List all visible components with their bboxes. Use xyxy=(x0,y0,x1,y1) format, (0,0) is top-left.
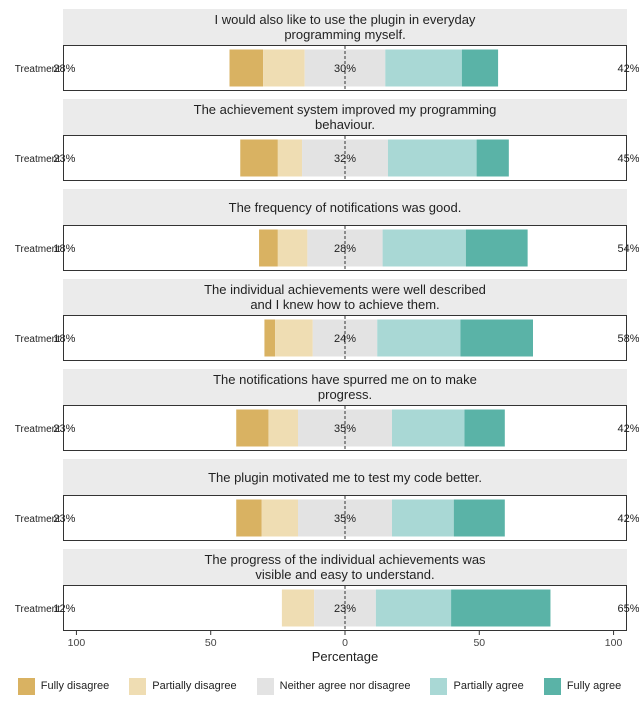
panel-strip xyxy=(63,369,627,405)
x-tick-label: 100 xyxy=(605,637,623,649)
group-label: Treatment xyxy=(15,424,60,435)
panel-strip xyxy=(63,99,627,135)
group-label: Treatment xyxy=(15,604,60,615)
panel-title: The plugin motivated me to test my code … xyxy=(208,470,482,485)
bar-segment xyxy=(240,139,278,177)
bar-segment xyxy=(236,409,269,447)
center-percent-label: 35% xyxy=(334,513,356,525)
legend-item: Neither agree nor disagree xyxy=(256,677,411,695)
bar-segment xyxy=(259,229,278,267)
center-percent-label: 28% xyxy=(334,243,356,255)
panel-title: The progress of the individual achieveme… xyxy=(204,552,486,567)
group-label: Treatment xyxy=(15,64,60,75)
center-percent-label: 30% xyxy=(334,63,356,75)
legend-swatch xyxy=(543,677,561,695)
panel-strip xyxy=(63,279,627,315)
bar-segment xyxy=(275,319,313,357)
panel-title: The achievement system improved my progr… xyxy=(194,102,497,117)
left-percent-label: 23% xyxy=(53,423,75,435)
left-percent-label: 23% xyxy=(53,513,75,525)
bar-segment xyxy=(263,49,305,87)
bar-segment xyxy=(453,499,505,537)
bar-segment xyxy=(464,409,505,447)
panel-title: The individual achievements were well de… xyxy=(204,282,486,297)
legend-swatch xyxy=(256,677,274,695)
bar-segment xyxy=(375,589,452,627)
panel-title: behaviour. xyxy=(315,117,375,132)
bar-segment xyxy=(392,499,454,537)
right-percent-label: 42% xyxy=(618,423,639,435)
x-tick-label: 100 xyxy=(68,637,86,649)
bar-segment xyxy=(277,229,308,267)
legend-label: Partially disagree xyxy=(152,680,237,692)
right-percent-label: 58% xyxy=(618,333,639,345)
bar-segment xyxy=(277,139,303,177)
left-percent-label: 23% xyxy=(53,153,75,165)
legend-swatch xyxy=(129,677,147,695)
legend-label: Fully agree xyxy=(566,680,622,692)
diverging-bar-chart: I would also like to use the plugin in e… xyxy=(15,9,639,664)
legend-swatch xyxy=(17,677,35,695)
bar-segment xyxy=(392,409,465,447)
panel-title: I would also like to use the plugin in e… xyxy=(215,12,476,27)
left-percent-label: 18% xyxy=(53,333,75,345)
group-label: Treatment xyxy=(15,514,60,525)
panel-strip xyxy=(63,189,627,225)
right-percent-label: 65% xyxy=(618,603,639,615)
panel-title: programming myself. xyxy=(284,27,405,42)
x-tick-label: 50 xyxy=(473,637,485,649)
bar-segment xyxy=(387,139,477,177)
left-percent-label: 18% xyxy=(53,243,75,255)
right-percent-label: 42% xyxy=(618,63,639,75)
panel-strip xyxy=(63,549,627,585)
panel-title: and I knew how to achieve them. xyxy=(250,297,439,312)
x-axis-title: Percentage xyxy=(312,649,379,664)
chart-legend: Fully disagree Partially disagree Neither … xyxy=(0,676,639,696)
group-label: Treatment xyxy=(15,154,60,165)
bar-segment xyxy=(281,589,315,627)
left-percent-label: 28% xyxy=(53,63,75,75)
bar-segment xyxy=(385,49,462,87)
bar-segment xyxy=(236,499,262,537)
x-tick-label: 0 xyxy=(342,637,348,649)
legend-label: Fully disagree xyxy=(40,680,110,692)
legend-swatch xyxy=(430,677,448,695)
panel-strip xyxy=(63,459,627,495)
legend-label: Partially agree xyxy=(453,680,524,692)
center-percent-label: 35% xyxy=(334,423,356,435)
panel-strip xyxy=(63,9,627,45)
panel-title: The notifications have spurred me on to … xyxy=(213,372,477,387)
center-percent-label: 23% xyxy=(334,603,356,615)
bar-segment xyxy=(229,49,264,87)
bar-segment xyxy=(460,319,533,357)
panel-title: The frequency of notifications was good. xyxy=(229,200,462,215)
legend-label: Neither agree nor disagree xyxy=(279,680,411,692)
legend-item: Partially agree xyxy=(430,677,524,695)
center-percent-label: 24% xyxy=(334,333,356,345)
bar-segment xyxy=(264,319,276,357)
right-percent-label: 54% xyxy=(618,243,639,255)
bar-segment xyxy=(382,229,466,267)
bar-segment xyxy=(476,139,509,177)
right-percent-label: 45% xyxy=(618,153,639,165)
left-percent-label: 12% xyxy=(53,603,75,615)
bar-segment xyxy=(451,589,551,627)
right-percent-label: 42% xyxy=(618,513,639,525)
legend-item: Fully agree xyxy=(543,677,622,695)
x-tick-label: 50 xyxy=(205,637,217,649)
bar-segment xyxy=(461,49,499,87)
legend-item: Partially disagree xyxy=(129,677,237,695)
bar-segment xyxy=(377,319,461,357)
bar-segment xyxy=(261,499,298,537)
group-label: Treatment xyxy=(15,334,60,345)
legend-item: Fully disagree xyxy=(17,677,110,695)
center-percent-label: 32% xyxy=(334,153,356,165)
panel-title: visible and easy to understand. xyxy=(255,567,434,582)
bar-segment xyxy=(465,229,528,267)
panel-title: progress. xyxy=(318,387,372,402)
bar-segment xyxy=(268,409,298,447)
group-label: Treatment xyxy=(15,244,60,255)
